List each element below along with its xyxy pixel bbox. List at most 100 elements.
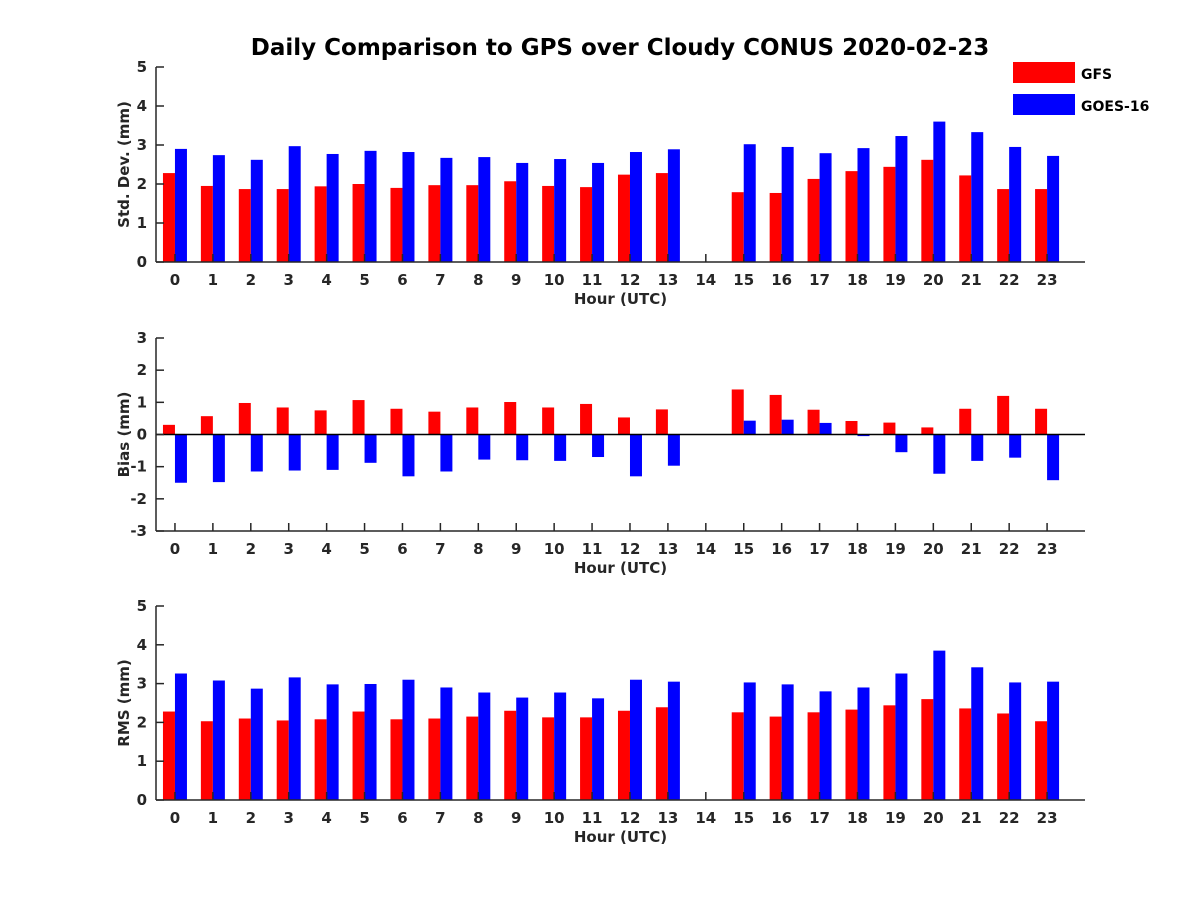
rms-bar-gfs-hour-3 <box>276 720 289 800</box>
legend-label-goes16: GOES-16 <box>1081 99 1149 115</box>
std-bar-goes16-hour-15 <box>743 144 756 262</box>
std-x-tick-label: 1 <box>208 271 218 289</box>
bias-bar-goes16-hour-6 <box>402 434 415 477</box>
rms-bar-gfs-hour-18 <box>845 709 858 800</box>
std-bar-goes16-hour-1 <box>212 155 225 262</box>
rms-bar-goes16-hour-22 <box>1009 682 1022 800</box>
rms-x-tick-label: 13 <box>657 809 678 827</box>
rms-bar-gfs-hour-20 <box>921 699 934 800</box>
bias-bar-goes16-hour-10 <box>554 434 567 461</box>
std-bar-gfs-hour-12 <box>617 174 630 262</box>
std-bar-gfs-hour-10 <box>542 185 555 262</box>
rms-bar-gfs-hour-22 <box>997 713 1010 800</box>
bias-x-tick-label: 11 <box>582 540 603 558</box>
bias-y-tick-label: -1 <box>130 458 147 476</box>
bias-bar-gfs-hour-11 <box>580 403 593 435</box>
rms-bar-goes16-hour-18 <box>857 687 870 800</box>
rms-x-tick-label: 0 <box>170 809 180 827</box>
bias-x-tick-label: 23 <box>1037 540 1058 558</box>
bias-y-tick-label: 2 <box>137 361 147 379</box>
bias-bar-goes16-hour-7 <box>440 434 453 472</box>
bias-bar-gfs-hour-18 <box>845 420 858 435</box>
bias-x-tick-label: 13 <box>657 540 678 558</box>
legend-label-gfs: GFS <box>1081 67 1112 83</box>
bias-bar-goes16-hour-12 <box>629 434 642 477</box>
bias-x-tick-label: 9 <box>511 540 521 558</box>
bias-bar-gfs-hour-23 <box>1035 408 1048 435</box>
rms-x-tick-label: 22 <box>999 809 1020 827</box>
bias-y-axis-label: Bias (mm) <box>115 392 133 478</box>
bias-x-tick-label: 8 <box>473 540 483 558</box>
bias-bar-goes16-hour-1 <box>212 434 225 483</box>
std-y-tick-label: 3 <box>137 136 147 154</box>
rms-bar-gfs-hour-13 <box>655 707 668 800</box>
rms-x-tick-label: 11 <box>582 809 603 827</box>
bias-bar-gfs-hour-16 <box>769 394 782 435</box>
rms-x-tick-label: 19 <box>885 809 906 827</box>
std-bar-gfs-hour-3 <box>276 189 289 262</box>
rms-x-tick-label: 21 <box>961 809 982 827</box>
std-x-tick-label: 2 <box>246 271 256 289</box>
std-y-tick-label: 0 <box>137 253 147 271</box>
bias-bar-goes16-hour-23 <box>1047 434 1060 481</box>
std-x-tick-label: 15 <box>733 271 754 289</box>
std-x-tick-label: 17 <box>809 271 830 289</box>
rms-bar-gfs-hour-4 <box>314 719 327 800</box>
std-y-tick-label: 1 <box>137 214 147 232</box>
bias-bar-gfs-hour-9 <box>504 402 517 435</box>
std-x-tick-label: 6 <box>397 271 407 289</box>
bias-x-tick-label: 1 <box>208 540 218 558</box>
bias-bar-gfs-hour-17 <box>807 409 820 435</box>
bias-bar-goes16-hour-2 <box>250 434 263 472</box>
std-bar-goes16-hour-18 <box>857 148 870 262</box>
std-bar-gfs-hour-16 <box>769 192 782 262</box>
rms-bar-goes16-hour-8 <box>478 692 491 800</box>
std-bar-gfs-hour-23 <box>1035 189 1048 262</box>
bias-bar-goes16-hour-13 <box>667 434 680 466</box>
bias-bar-goes16-hour-5 <box>364 434 377 463</box>
bias-bar-goes16-hour-4 <box>326 434 339 470</box>
rms-x-tick-label: 5 <box>359 809 369 827</box>
rms-x-tick-label: 20 <box>923 809 944 827</box>
std-x-tick-label: 23 <box>1037 271 1058 289</box>
bias-x-tick-label: 15 <box>733 540 754 558</box>
std-bar-goes16-hour-16 <box>781 146 794 262</box>
rms-x-tick-label: 2 <box>246 809 256 827</box>
bias-x-tick-label: 5 <box>359 540 369 558</box>
bias-bar-goes16-hour-11 <box>592 434 605 458</box>
rms-bar-gfs-hour-23 <box>1035 721 1048 800</box>
std-bar-goes16-hour-11 <box>592 162 605 262</box>
std-bar-gfs-hour-8 <box>466 185 479 262</box>
std-x-axis-label: Hour (UTC) <box>574 290 667 308</box>
bias-bar-goes16-hour-22 <box>1009 434 1022 458</box>
bias-bar-gfs-hour-4 <box>314 410 327 435</box>
std-x-tick-label: 4 <box>321 271 331 289</box>
rms-bar-goes16-hour-7 <box>440 687 453 800</box>
rms-bar-goes16-hour-17 <box>819 691 832 800</box>
rms-bar-gfs-hour-6 <box>390 719 403 800</box>
std-bar-gfs-hour-6 <box>390 187 403 262</box>
rms-bar-gfs-hour-0 <box>162 711 175 800</box>
std-bar-goes16-hour-12 <box>629 152 642 262</box>
bias-y-tick-label: -2 <box>130 490 147 508</box>
std-y-tick-label: 4 <box>137 97 147 115</box>
rms-bar-gfs-hour-7 <box>428 718 441 800</box>
bias-bar-gfs-hour-22 <box>997 395 1010 435</box>
legend-swatch-goes16 <box>1013 94 1075 115</box>
figure-title: Daily Comparison to GPS over Cloudy CONU… <box>251 35 989 61</box>
std-bar-goes16-hour-0 <box>174 148 187 262</box>
std-x-tick-label: 12 <box>620 271 641 289</box>
bias-x-tick-label: 21 <box>961 540 982 558</box>
std-x-tick-label: 19 <box>885 271 906 289</box>
std-x-tick-label: 0 <box>170 271 180 289</box>
std-y-tick-label: 2 <box>137 175 147 193</box>
rms-bar-gfs-hour-10 <box>542 717 555 800</box>
bias-bar-goes16-hour-20 <box>933 434 946 474</box>
std-bar-gfs-hour-5 <box>352 184 365 262</box>
bias-x-tick-label: 16 <box>771 540 792 558</box>
bias-bar-gfs-hour-10 <box>542 407 555 435</box>
std-bar-goes16-hour-5 <box>364 150 377 262</box>
bias-x-tick-label: 17 <box>809 540 830 558</box>
std-bar-goes16-hour-19 <box>895 136 908 262</box>
rms-bar-goes16-hour-5 <box>364 683 377 800</box>
